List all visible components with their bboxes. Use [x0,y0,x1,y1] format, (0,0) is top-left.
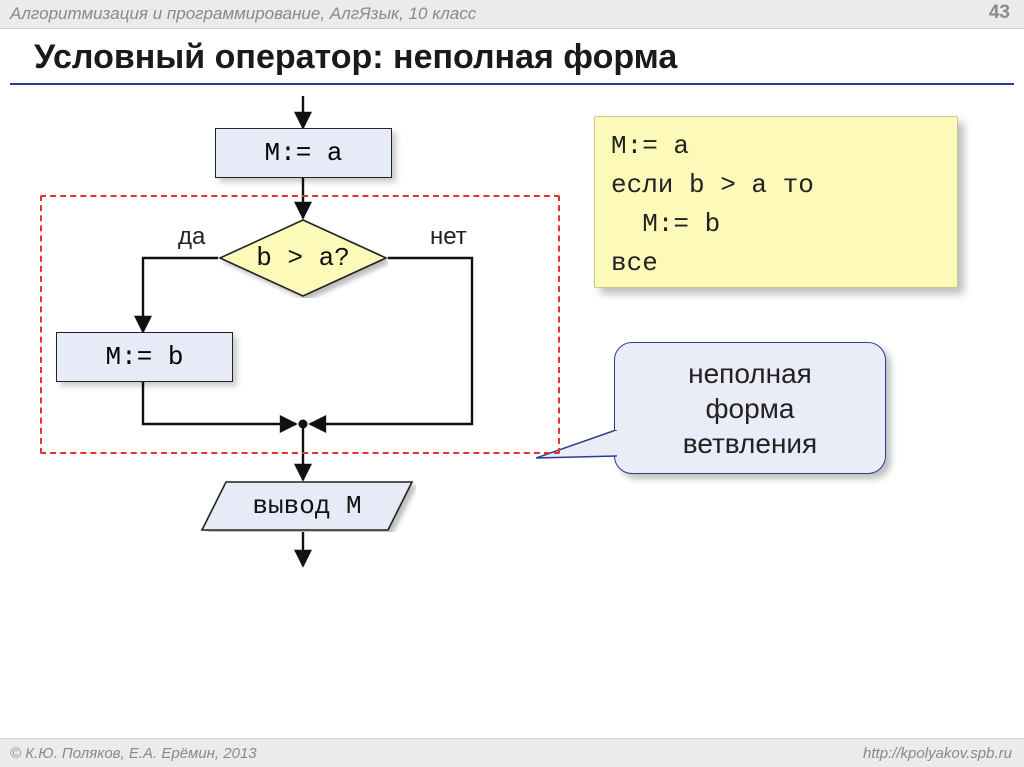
callout-text: неполная форма ветвления [683,356,817,461]
callout-bubble: неполная форма ветвления [614,342,886,474]
header-bar: Алгоритмизация и программирование, АлгЯз… [0,0,1024,29]
code-box: M:= a если b > a то M:= b все [594,116,958,288]
process-label: M:= b [105,342,183,372]
footer-copyright: © К.Ю. Поляков, Е.А. Ерёмин, 2013 [10,745,257,762]
title-underline [10,83,1014,85]
edge-label-yes: да [178,223,205,251]
course-label: Алгоритмизация и программирование, АлгЯз… [10,4,476,24]
edge-label-no: нет [430,223,467,251]
output-label: вывод M [198,480,416,532]
code-text: M:= a если b > a то M:= b все [595,117,957,293]
output-node: вывод M [198,480,406,532]
footer-bar: © К.Ю. Поляков, Е.А. Ерёмин, 2013 http:/… [0,738,1024,767]
decision-node: b > a? [218,218,388,298]
footer-url: http://kpolyakov.spb.ru [863,745,1012,762]
process-assign-b: M:= b [56,332,233,382]
page-title: Условный оператор: неполная форма [34,38,677,77]
decision-label: b > a? [218,218,388,298]
process-assign-a: M:= a [215,128,392,178]
flowchart: M:= a b > a? M:= b вывод M да нет [20,90,560,590]
process-label: M:= a [264,138,342,168]
page-number: 43 [989,2,1010,24]
